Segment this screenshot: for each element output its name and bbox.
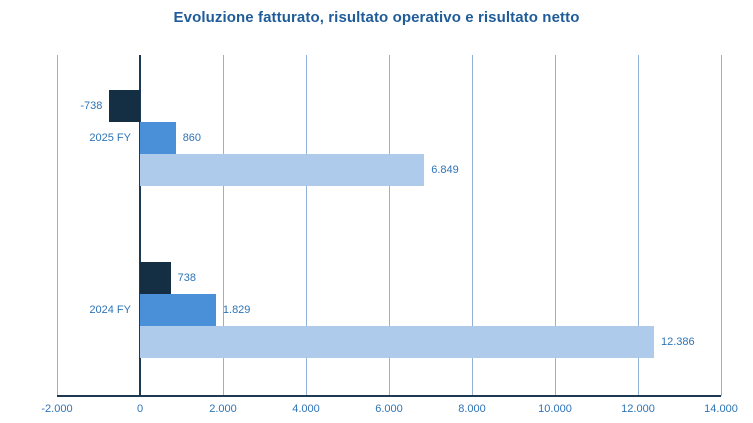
- bar-2025-fy-risultato-operativo: [140, 122, 176, 154]
- x-tick-label: 14.000: [704, 403, 738, 415]
- x-tick-label: 4.000: [292, 403, 320, 415]
- x-tick-label: -2.000: [41, 403, 73, 415]
- category-label-2024-fy: 2024 FY: [89, 304, 131, 316]
- chart-title: Evoluzione fatturato, risultato operativ…: [173, 9, 580, 26]
- category-label-2025-fy: 2025 FY: [89, 132, 131, 144]
- zero-axis-line: [139, 55, 141, 396]
- gridline: [721, 55, 722, 396]
- bar-2025-fy-risultato-netto: [109, 90, 140, 122]
- bar-2024-fy-risultato-operativo: [140, 294, 216, 326]
- bar-value-label: 738: [177, 272, 196, 284]
- bar-2024-fy-risultato-netto: [140, 262, 171, 294]
- x-axis-line: [57, 395, 721, 397]
- x-tick-label: 2.000: [209, 403, 237, 415]
- gridline: [306, 55, 307, 396]
- gridline: [223, 55, 224, 396]
- bar-2024-fy-fatturato: [140, 326, 655, 358]
- gridline: [638, 55, 639, 396]
- bar-2025-fy-fatturato: [140, 154, 425, 186]
- plot-area: -2.000 0 2.000 4.000 6.000 8.000 10.000 12.000 1…: [41, 55, 738, 415]
- gridline: [555, 55, 556, 396]
- bar-value-label: 1.829: [222, 304, 251, 316]
- x-tick-label: 6.000: [375, 403, 403, 415]
- bar-value-label: 12.386: [661, 336, 695, 348]
- x-tick-label: 0: [136, 403, 144, 415]
- bar-value-label: 860: [182, 132, 202, 144]
- x-tick-label: 8.000: [458, 403, 486, 415]
- gridline: [389, 55, 390, 396]
- gridline: [57, 55, 58, 396]
- bar-value-label: -738: [80, 100, 103, 112]
- x-tick-label: 12.000: [621, 403, 655, 415]
- gridline: [472, 55, 473, 396]
- x-tick-label: 10.000: [538, 403, 572, 415]
- bar-value-label: 6.849: [431, 164, 459, 176]
